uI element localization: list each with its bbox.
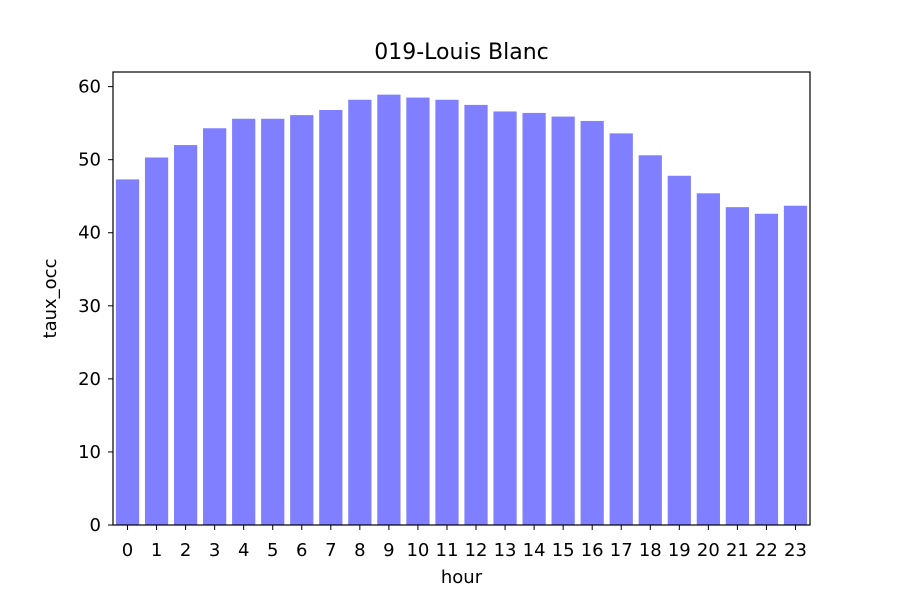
x-tick-label-11: 11 <box>436 540 459 561</box>
bar-hour-10 <box>406 97 430 526</box>
bar-hour-22 <box>754 213 779 525</box>
bar-hour-6 <box>290 115 314 525</box>
bar-hour-19 <box>667 175 691 525</box>
x-tick-label-18: 18 <box>639 540 662 561</box>
bar-hour-1 <box>144 157 169 526</box>
x-tick-label-14: 14 <box>523 540 546 561</box>
x-tick-label-3: 3 <box>209 540 220 561</box>
y-tick-label-0: 0 <box>90 515 101 536</box>
x-tick-label-19: 19 <box>668 540 691 561</box>
bar-hour-3 <box>203 128 227 525</box>
bar-hour-20 <box>696 193 720 525</box>
x-tick-label-4: 4 <box>238 540 249 561</box>
x-tick-label-12: 12 <box>465 540 488 561</box>
x-tick-label-13: 13 <box>494 540 517 561</box>
x-tick-label-9: 9 <box>383 540 394 561</box>
bar-hour-4 <box>232 118 256 525</box>
x-tick-label-10: 10 <box>406 540 429 561</box>
x-tick-label-15: 15 <box>552 540 575 561</box>
y-axis-ticks: 0 10 20 30 40 50 60 <box>78 77 113 536</box>
x-tick-label-21: 21 <box>726 540 749 561</box>
x-axis-ticks: 0 1 2 3 4 5 6 7 8 9 10 11 12 13 14 15 16 17 18 19 20 21 22 23 <box>122 525 807 561</box>
x-tick-label-6: 6 <box>296 540 307 561</box>
x-tick-label-17: 17 <box>610 540 633 561</box>
x-tick-label-8: 8 <box>354 540 365 561</box>
bar-hour-0 <box>115 179 140 525</box>
plot-frame <box>112 71 811 526</box>
x-tick-label-7: 7 <box>325 540 336 561</box>
x-tick-label-0: 0 <box>122 540 133 561</box>
bar-hour-11 <box>435 99 459 525</box>
bar-hour-7 <box>319 109 343 526</box>
x-tick-label-22: 22 <box>755 540 778 561</box>
bar-hour-13 <box>493 111 517 526</box>
bar-hour-12 <box>464 104 488 526</box>
bar-hour-15 <box>551 116 575 526</box>
x-tick-label-5: 5 <box>267 540 278 561</box>
bar-hour-5 <box>261 118 285 525</box>
y-tick-label-50: 50 <box>78 150 101 171</box>
bar-hour-16 <box>580 120 604 526</box>
bar-hour-21 <box>725 207 750 525</box>
bar-hour-14 <box>522 112 546 525</box>
bar-hour-23 <box>783 205 808 525</box>
chart-title: 019-Louis Blanc <box>374 40 549 65</box>
x-tick-label-20: 20 <box>697 540 720 561</box>
x-tick-label-23: 23 <box>784 540 807 561</box>
y-tick-label-40: 40 <box>78 223 101 244</box>
bar-hour-17 <box>609 133 633 525</box>
bar-hour-2 <box>173 145 198 525</box>
y-tick-label-60: 60 <box>78 77 101 98</box>
y-tick-label-30: 30 <box>78 296 101 317</box>
x-axis-label: hour <box>441 567 483 588</box>
y-tick-label-10: 10 <box>78 442 101 463</box>
bar-hour-9 <box>377 94 401 526</box>
x-tick-label-2: 2 <box>180 540 191 561</box>
x-tick-label-1: 1 <box>151 540 162 561</box>
bar-hour-18 <box>638 155 662 525</box>
bars-group <box>115 94 808 526</box>
y-axis-label: taux_occ <box>40 259 61 339</box>
x-tick-label-16: 16 <box>581 540 604 561</box>
y-tick-label-20: 20 <box>78 369 101 390</box>
bar-hour-8 <box>348 99 372 525</box>
